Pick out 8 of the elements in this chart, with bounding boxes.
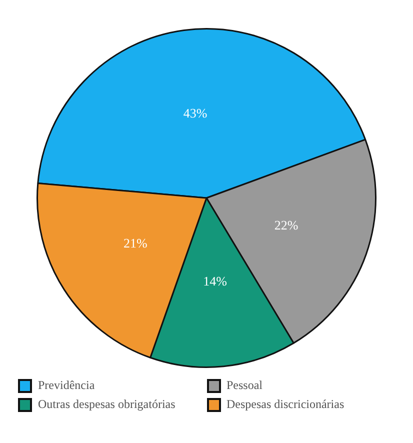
- legend-label: Pessoal: [226, 378, 262, 393]
- data-label: 22%: [274, 218, 298, 233]
- data-label: 43%: [183, 106, 208, 121]
- data-label: 21%: [123, 235, 148, 250]
- legend-label: Despesas discricionárias: [226, 397, 344, 412]
- legend-label: Outras despesas obrigatórias: [38, 397, 176, 412]
- legend-label: Previdência: [38, 378, 95, 393]
- data-label: 14%: [203, 274, 228, 289]
